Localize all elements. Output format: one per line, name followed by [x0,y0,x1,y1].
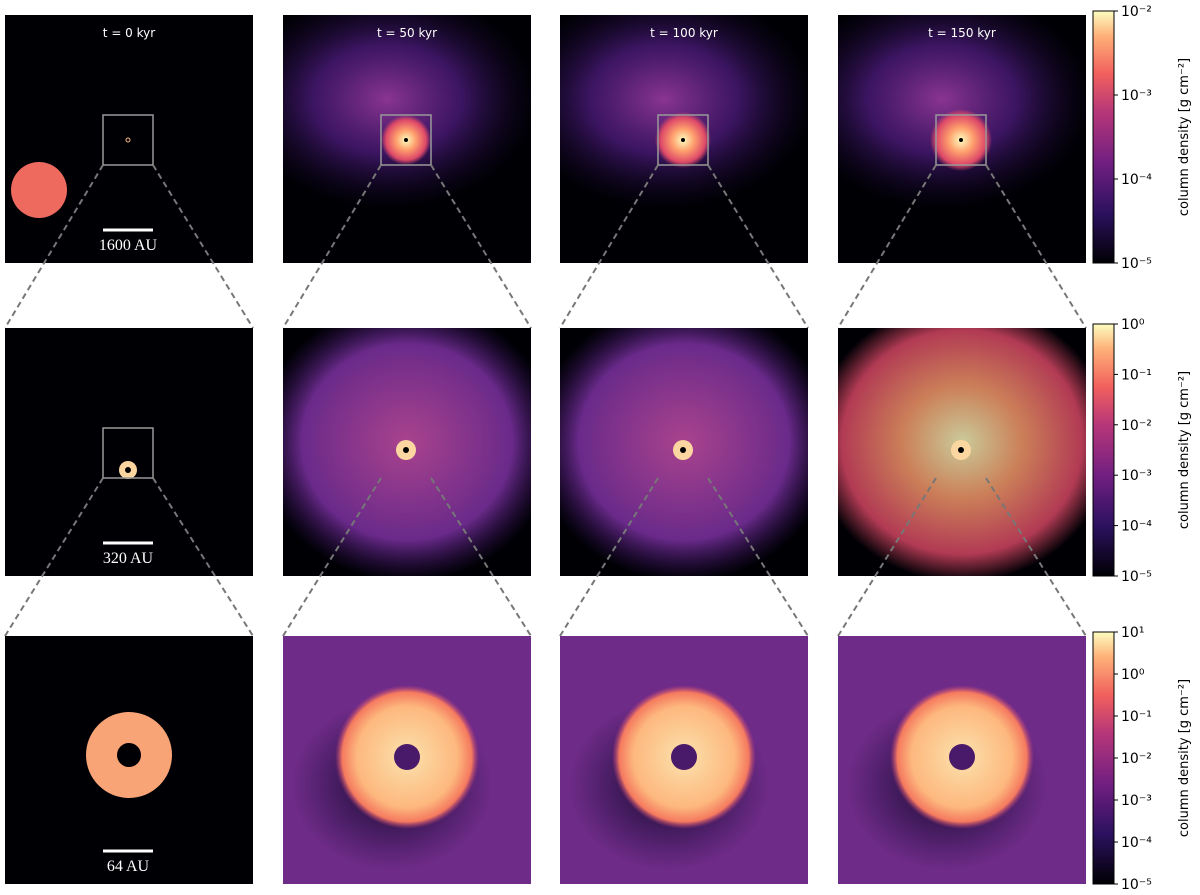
tick-label: 10⁻¹ [1121,367,1152,383]
colorbar-label: column density [g cm⁻²] [1177,58,1192,216]
panel-image [5,636,253,884]
zoom-line [4,477,104,637]
time-label: t = 0 kyr [103,26,155,40]
zoom-line [430,164,532,329]
hole [403,447,409,453]
zoom-line [4,164,104,329]
panel-image [283,328,531,576]
panel [560,328,808,576]
panel-image [560,636,808,884]
tick-label: 10⁻³ [1121,468,1152,484]
colorbar-label: column density [g cm⁻²] [1177,679,1192,837]
tick-label: 10⁻⁴ [1121,835,1152,851]
scale-label: 1600 AU [99,237,158,254]
tick-label: 10⁻⁴ [1121,519,1152,535]
zoom-line [707,477,809,637]
zoom-line [282,164,382,329]
time-label: t = 50 kyr [377,26,437,40]
panel-image [283,636,531,884]
panel [5,328,253,576]
zoom-box [102,114,154,166]
panel-image [560,15,808,263]
tick-label: 10⁻² [1121,751,1152,767]
tick-label: 10⁻⁵ [1121,256,1152,272]
tick-label: 10⁻³ [1121,793,1152,809]
zoom-box [657,114,709,166]
cloud [283,15,531,209]
hole [394,744,420,770]
tick-label: 10¹ [1121,625,1144,641]
zoom-line [430,477,532,637]
panel-image [560,328,808,576]
zoom-line [707,164,809,329]
panel [5,636,253,884]
zoom-line [152,164,254,329]
zoom-line [559,164,659,329]
hole [680,447,686,453]
zoom-line [837,477,937,637]
zoom-line [282,477,382,637]
zoom-box [935,114,987,166]
core-ring [125,137,131,143]
zoom-box [102,427,154,479]
tick-label: 10⁰ [1121,317,1145,333]
panel-image [838,15,1086,263]
hole [117,743,141,767]
zoom-line [985,477,1087,637]
hole [671,744,697,770]
colorbar [1092,323,1115,577]
star [959,138,963,142]
colorbar [1092,631,1115,885]
hole [125,467,131,473]
sphere [11,162,67,218]
tick-label: 10⁻³ [1121,88,1152,104]
zoom-line [837,164,937,329]
panel [838,15,1086,263]
tick-label: 10⁰ [1121,667,1145,683]
hole [958,447,964,453]
star [681,138,685,142]
panel-image [5,328,253,576]
background [5,15,253,263]
tick-label: 10⁻⁴ [1121,172,1152,188]
panel [560,636,808,884]
colorbar-label: column density [g cm⁻²] [1177,371,1192,529]
panel-image [838,328,1086,576]
time-label: t = 100 kyr [650,26,718,40]
panel [838,328,1086,576]
zoom-box [380,114,432,166]
panel-image [5,15,253,263]
panel [283,636,531,884]
panel [283,15,531,263]
panel-image [838,636,1086,884]
zoom-line [559,477,659,637]
panel [560,15,808,263]
scale-label: 64 AU [107,858,150,875]
panel [5,15,253,263]
zoom-line [985,164,1087,329]
background [5,328,253,576]
tick-label: 10⁻² [1121,4,1152,20]
colorbar [1092,10,1115,264]
scale-label: 320 AU [103,550,154,567]
tick-label: 10⁻⁵ [1121,569,1152,585]
tick-label: 10⁻¹ [1121,709,1152,725]
time-label: t = 150 kyr [928,26,996,40]
cloud [560,15,808,209]
panel [838,636,1086,884]
hole [949,744,975,770]
tick-label: 10⁻⁵ [1121,877,1152,893]
star [404,138,408,142]
panel-image [283,15,531,263]
zoom-line [152,477,254,637]
tick-label: 10⁻² [1121,418,1152,434]
panel [283,328,531,576]
